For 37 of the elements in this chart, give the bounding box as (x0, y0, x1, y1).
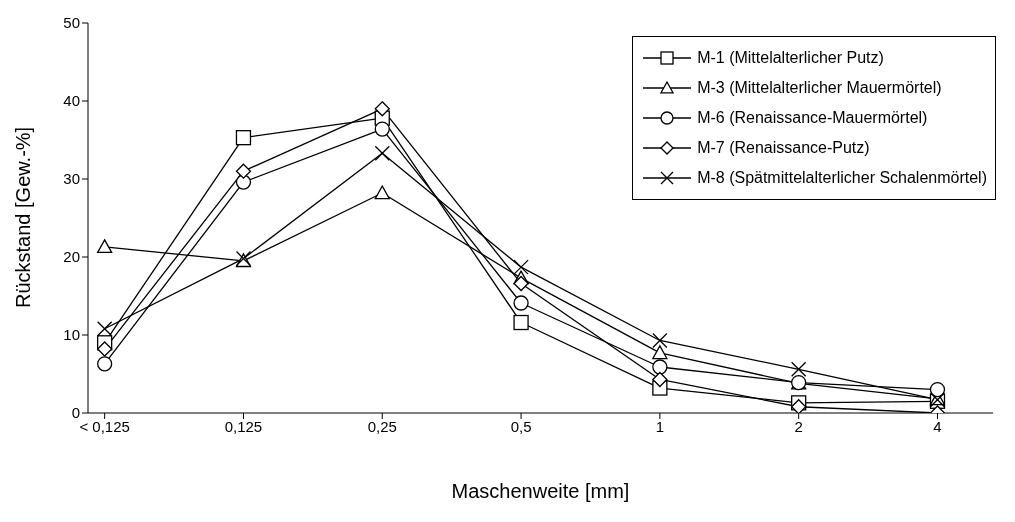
x-tick-label: < 0,125 (79, 417, 130, 435)
x-tick-label: 0,25 (367, 417, 397, 435)
legend-label: M-1 (Mittelalterlicher Putz) (697, 49, 884, 67)
y-tick-label: 40 (63, 92, 80, 110)
point (97, 356, 113, 372)
point (235, 174, 252, 190)
y-tick-label: 0 (71, 404, 80, 422)
point (652, 371, 668, 388)
point (513, 314, 529, 331)
x-tick-label: 1 (655, 417, 665, 435)
legend-label: M-7 (Renaissance-Putz) (697, 139, 870, 157)
x-tick-label: 0,5 (510, 417, 532, 435)
y-tick-label: 50 (63, 14, 80, 32)
point (374, 101, 390, 117)
x-tick-label: 4 (933, 417, 942, 435)
y-axis-title: Rückstand [Gew.-%] (12, 126, 35, 308)
point (652, 345, 668, 360)
point (791, 399, 807, 413)
point (374, 121, 390, 137)
x-tick-label: 2 (794, 417, 803, 435)
legend-label: M-8 (Spätmittelalterlicher Schalenmörtel) (697, 169, 987, 187)
y-tick-label: 20 (63, 248, 80, 266)
y-tick-label: 30 (63, 170, 80, 188)
x-tick-label: 0,125 (224, 417, 263, 435)
x-axis-title: Maschenweite [mm] (451, 480, 630, 502)
legend-label: M-6 (Renaissance-Mauermörtel) (697, 109, 928, 127)
point (97, 239, 113, 254)
point (929, 381, 946, 398)
point (374, 185, 390, 200)
point (235, 163, 252, 179)
point (97, 341, 113, 357)
point (652, 359, 668, 375)
y-tick-label: 10 (63, 326, 80, 344)
point (235, 130, 252, 146)
point (513, 275, 529, 292)
point (513, 295, 529, 311)
legend-label: M-3 (Mittelalterlicher Mauermörtel) (697, 79, 942, 97)
